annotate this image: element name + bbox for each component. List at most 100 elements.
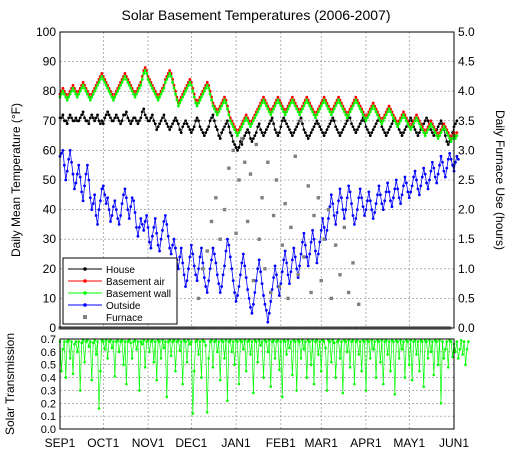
data-point xyxy=(426,119,430,123)
data-point xyxy=(403,128,407,132)
data-point xyxy=(197,353,200,356)
data-point xyxy=(94,214,98,217)
data-point xyxy=(263,302,267,306)
data-point xyxy=(114,208,118,212)
data-point xyxy=(78,175,82,179)
furnace-point xyxy=(309,290,313,295)
data-point xyxy=(387,128,391,132)
data-point xyxy=(389,369,392,373)
y2-tick-label: 0.5 xyxy=(458,291,475,305)
data-point xyxy=(146,77,150,81)
data-point xyxy=(306,264,310,268)
data-point xyxy=(321,131,325,135)
data-point xyxy=(68,113,72,117)
data-point xyxy=(168,72,172,75)
data-point xyxy=(360,196,364,200)
data-point xyxy=(289,131,293,135)
furnace-point xyxy=(312,213,316,218)
data-point xyxy=(150,234,154,238)
data-point xyxy=(418,369,421,373)
furnace-point xyxy=(351,261,355,265)
data-point xyxy=(145,214,148,217)
data-point xyxy=(309,107,313,111)
legend-marker xyxy=(83,279,87,283)
data-point xyxy=(394,178,398,182)
data-point xyxy=(410,378,414,382)
data-point xyxy=(91,341,95,345)
solar-tick-label: 0.0 xyxy=(41,424,56,436)
data-point xyxy=(218,107,222,111)
data-point xyxy=(341,107,345,111)
data-point xyxy=(402,110,405,114)
data-point xyxy=(192,125,196,129)
data-point xyxy=(322,225,326,229)
bottom-series-layer xyxy=(58,338,470,415)
data-point xyxy=(380,125,384,129)
data-point xyxy=(172,86,176,90)
data-point xyxy=(448,137,452,140)
furnace-point xyxy=(222,207,227,212)
data-point xyxy=(152,360,156,364)
data-point xyxy=(315,261,319,265)
data-point xyxy=(76,350,79,354)
data-point xyxy=(130,196,134,200)
data-point xyxy=(61,113,65,117)
data-point xyxy=(344,122,348,126)
data-point xyxy=(109,116,112,120)
data-point xyxy=(415,116,418,120)
data-point xyxy=(288,282,291,285)
data-point xyxy=(318,125,322,129)
data-point xyxy=(317,353,320,356)
series-solar xyxy=(58,338,470,415)
data-point xyxy=(78,389,82,392)
x-tick-label: APR1 xyxy=(350,436,382,450)
data-point xyxy=(285,261,288,265)
data-point xyxy=(464,363,467,367)
data-point xyxy=(293,340,297,343)
x-tick-label: JUN1 xyxy=(439,436,469,450)
data-point xyxy=(264,128,268,132)
data-point xyxy=(353,128,356,132)
data-point xyxy=(184,119,187,123)
data-point xyxy=(73,89,76,93)
data-point xyxy=(165,395,169,399)
data-point xyxy=(250,340,254,343)
data-point xyxy=(273,264,277,268)
data-point xyxy=(70,160,73,164)
data-point xyxy=(166,75,170,78)
data-point xyxy=(345,116,349,120)
data-point xyxy=(439,131,443,135)
data-point xyxy=(384,113,388,117)
data-point xyxy=(111,98,115,102)
data-point xyxy=(231,279,235,283)
data-point xyxy=(332,214,336,217)
data-point xyxy=(155,231,159,235)
data-point xyxy=(436,137,440,140)
furnace-point xyxy=(237,178,241,182)
data-point xyxy=(442,122,446,126)
data-point xyxy=(88,196,92,200)
data-point xyxy=(135,225,138,229)
data-point xyxy=(455,340,459,343)
data-point xyxy=(226,107,229,111)
furnace-point xyxy=(231,148,235,153)
data-point xyxy=(430,125,434,129)
data-point xyxy=(247,297,251,300)
data-point xyxy=(449,140,453,143)
data-point xyxy=(341,128,345,132)
data-point xyxy=(407,363,411,367)
y-tick-label: 90 xyxy=(43,55,57,69)
y2-tick-label: 1.0 xyxy=(458,262,475,276)
data-point xyxy=(386,131,390,135)
data-point xyxy=(251,137,255,140)
data-point xyxy=(195,116,199,120)
data-point xyxy=(68,92,72,96)
data-point xyxy=(432,166,436,170)
data-point xyxy=(87,95,91,99)
data-point xyxy=(211,365,215,369)
data-point xyxy=(191,128,195,132)
data-point xyxy=(124,77,128,81)
data-point xyxy=(308,340,311,343)
data-point xyxy=(410,125,414,129)
data-point xyxy=(176,104,180,108)
